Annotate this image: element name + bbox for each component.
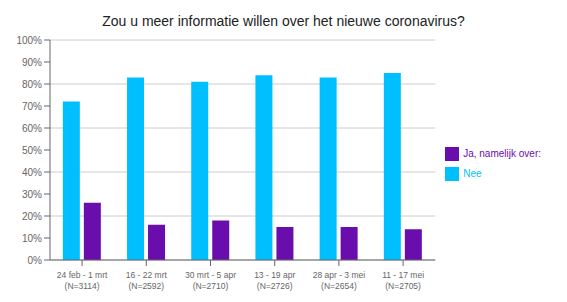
html-text:Zou u meer informatie willen o: Zou u meer informatie willen over het ni… — [102, 13, 465, 29]
html-text:Nee: Nee — [463, 168, 482, 179]
svg-text:0%: 0% — [28, 255, 43, 266]
html-text:Ja, namelijk over:: Ja, namelijk over: — [463, 148, 541, 159]
svg-text:50%: 50% — [22, 145, 42, 156]
svg-text:28 apr - 3 mei(N=2654): 28 apr - 3 mei(N=2654) — [313, 270, 366, 291]
svg-text:20%: 20% — [22, 211, 42, 222]
svg-text:40%: 40% — [22, 167, 42, 178]
svg-text:90%: 90% — [22, 57, 42, 68]
svg-text:16 - 22 mrt(N=2592): 16 - 22 mrt(N=2592) — [126, 270, 168, 291]
svg-text:70%: 70% — [22, 101, 42, 112]
svg-text:60%: 60% — [22, 123, 42, 134]
svg-text:30 mrt - 5 apr(N=2710): 30 mrt - 5 apr(N=2710) — [185, 270, 236, 291]
svg-text:10%: 10% — [22, 233, 42, 244]
svg-text:24 feb - 1 mrt(N=3114): 24 feb - 1 mrt(N=3114) — [57, 270, 108, 291]
svg-text:13 - 19 apr(N=2726): 13 - 19 apr(N=2726) — [254, 270, 295, 291]
svg-text:30%: 30% — [22, 189, 42, 200]
svg-text:80%: 80% — [22, 79, 42, 90]
svg-text:100%: 100% — [16, 35, 42, 46]
svg-text:11 - 17 mei(N=2705): 11 - 17 mei(N=2705) — [382, 270, 424, 291]
